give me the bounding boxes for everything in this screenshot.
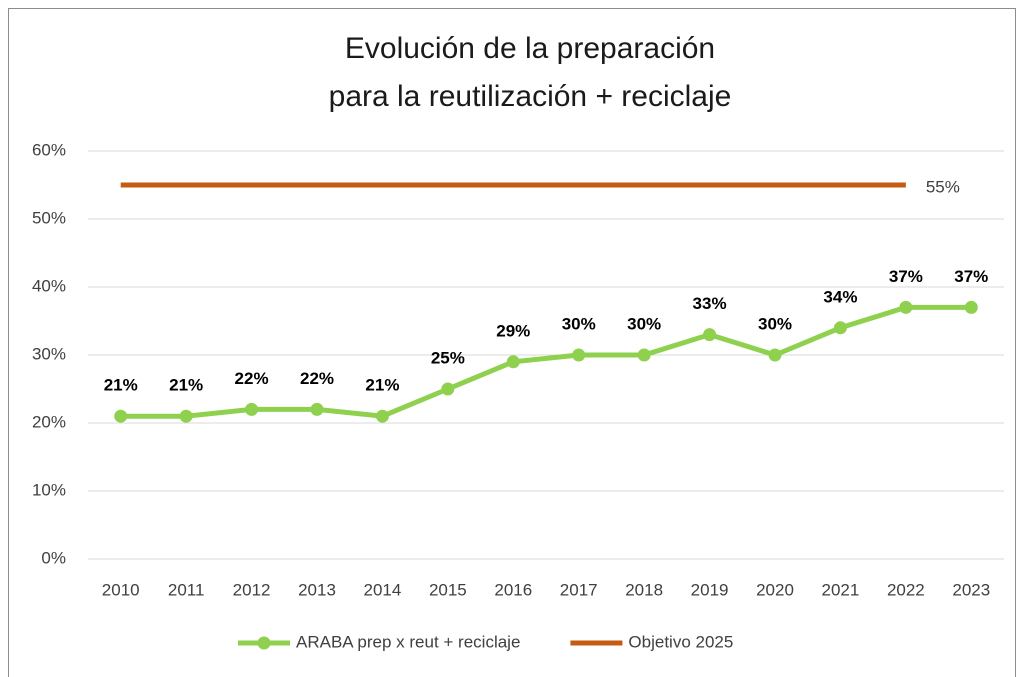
y-tick-label: 10% <box>32 480 66 499</box>
x-tick-label: 2022 <box>887 580 925 599</box>
data-label: 37% <box>889 267 923 286</box>
chart-border <box>8 8 1016 677</box>
series-line <box>120 304 972 419</box>
data-point <box>768 348 782 362</box>
data-label: 33% <box>693 294 727 313</box>
x-tick-label: 2023 <box>952 580 990 599</box>
x-tick-label: 2014 <box>364 580 402 599</box>
data-point <box>964 300 978 314</box>
legend-marker <box>257 636 271 650</box>
data-label: 30% <box>562 314 596 333</box>
data-point <box>441 382 455 396</box>
y-tick-label: 30% <box>32 344 66 363</box>
x-tick-label: 2016 <box>494 580 532 599</box>
data-label: 55% <box>926 177 960 196</box>
x-tick-label: 2018 <box>625 580 663 599</box>
y-tick-label: 60% <box>32 140 66 159</box>
x-tick-label: 2019 <box>691 580 729 599</box>
y-tick-label: 0% <box>41 548 66 567</box>
y-tick-label: 50% <box>32 208 66 227</box>
data-point <box>310 402 324 416</box>
x-tick-label: 2010 <box>102 580 140 599</box>
data-label: 21% <box>169 376 203 395</box>
x-tick-label: 2017 <box>560 580 598 599</box>
data-label: 22% <box>300 369 334 388</box>
data-label: 21% <box>104 376 138 395</box>
data-label: 29% <box>496 321 530 340</box>
data-point <box>114 409 128 423</box>
data-point <box>506 355 520 369</box>
x-tick-label: 2015 <box>429 580 467 599</box>
legend-label: Objetivo 2025 <box>628 632 733 651</box>
data-point <box>703 328 717 342</box>
data-point <box>179 409 193 423</box>
x-tick-label: 2012 <box>233 580 271 599</box>
data-point <box>637 348 651 362</box>
data-point <box>375 409 389 423</box>
data-point <box>245 402 259 416</box>
chart-title: Evolución de la preparación <box>345 32 715 65</box>
x-tick-label: 2011 <box>168 580 205 599</box>
legend-label: ARABA prep x reut + reciclaje <box>296 632 520 651</box>
data-label: 25% <box>431 348 465 367</box>
data-label: 34% <box>823 287 857 306</box>
data-point <box>833 321 847 335</box>
data-label: 21% <box>365 376 399 395</box>
y-tick-label: 40% <box>32 276 66 295</box>
data-point <box>899 300 913 314</box>
x-tick-label: 2020 <box>756 580 794 599</box>
data-label: 22% <box>235 369 269 388</box>
data-label: 30% <box>627 314 661 333</box>
chart-title: para la reutilización + reciclaje <box>329 80 732 113</box>
x-tick-label: 2013 <box>298 580 336 599</box>
data-label: 37% <box>954 267 988 286</box>
y-tick-label: 20% <box>32 412 66 431</box>
data-point <box>572 348 586 362</box>
x-tick-label: 2021 <box>822 580 860 599</box>
data-label: 30% <box>758 314 792 333</box>
